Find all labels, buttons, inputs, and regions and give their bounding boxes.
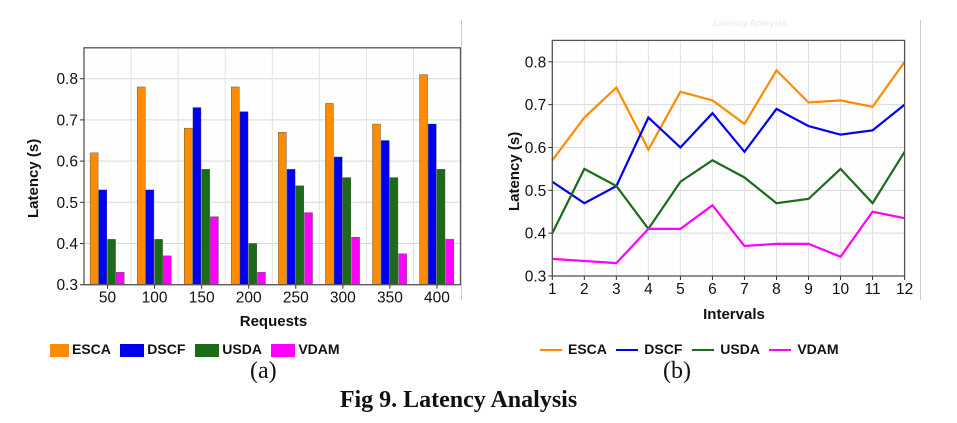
svg-text:4: 4 <box>644 281 653 298</box>
svg-text:0.8: 0.8 <box>525 54 547 71</box>
svg-text:2: 2 <box>580 281 589 298</box>
svg-text:9: 9 <box>804 281 813 298</box>
svg-text:7: 7 <box>740 281 749 298</box>
svg-text:0.5: 0.5 <box>525 183 547 200</box>
svg-text:10: 10 <box>832 281 850 298</box>
svg-text:5: 5 <box>676 281 685 298</box>
svg-text:0.6: 0.6 <box>525 140 547 157</box>
svg-text:12: 12 <box>896 281 913 298</box>
svg-text:8: 8 <box>772 281 781 298</box>
svg-text:0.7: 0.7 <box>525 97 547 114</box>
svg-text:6: 6 <box>708 281 717 298</box>
svg-text:1: 1 <box>548 281 557 298</box>
svg-text:0.4: 0.4 <box>525 226 547 243</box>
svg-text:3: 3 <box>612 281 621 298</box>
svg-text:0.3: 0.3 <box>525 269 547 286</box>
svg-text:11: 11 <box>865 281 881 298</box>
